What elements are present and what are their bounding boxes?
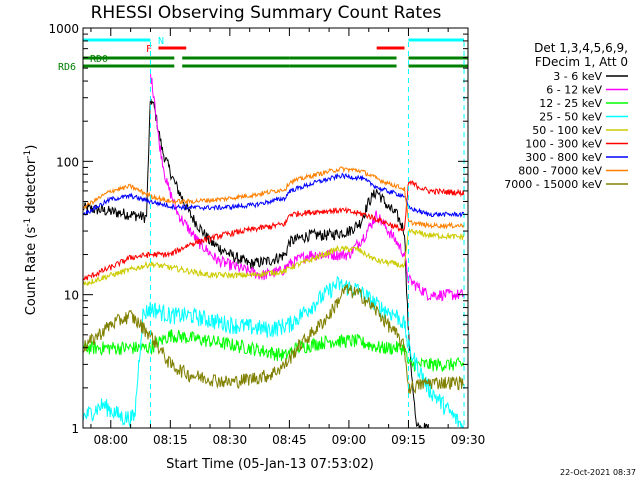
series-line-4 — [83, 228, 465, 287]
chart-title: RHESSI Observing Summary Count Rates — [91, 3, 442, 23]
y-label-part-1: Count Rate (s — [24, 227, 39, 316]
flag-label-n: N — [158, 36, 164, 47]
x-tick-label: 08:00 — [93, 433, 128, 447]
legend-label-1: 6 - 12 keV — [546, 84, 602, 97]
series-layer — [83, 73, 465, 428]
legend-label-5: 100 - 300 keV — [525, 138, 602, 151]
legend-header-line-1: Det 1,3,4,5,6,9, — [534, 41, 628, 55]
series-line-3 — [83, 276, 464, 428]
legend-label-3: 25 - 50 keV — [539, 111, 602, 124]
series-line-0 — [83, 98, 429, 428]
y-label-sup-1: -1 — [23, 218, 33, 227]
x-tick-label: 08:30 — [213, 433, 248, 447]
series-line-1 — [150, 73, 464, 302]
series-line-5 — [83, 179, 465, 281]
legend-label-0: 3 - 6 keV — [553, 70, 602, 83]
series-line-2 — [83, 329, 465, 372]
x-tick-label: 08:45 — [272, 433, 307, 447]
legend-label-4: 50 - 100 keV — [532, 124, 602, 137]
series-line-7 — [83, 166, 465, 230]
legend-label-2: 12 - 25 keV — [539, 97, 602, 110]
x-tick-label: 09:00 — [332, 433, 367, 447]
series-line-6 — [83, 172, 465, 218]
flag-label-rd6: RD6 — [58, 62, 76, 73]
x-tick-label: 09:30 — [451, 433, 486, 447]
x-axis-label: Start Time (05-Jan-13 07:53:02) — [166, 457, 374, 472]
vline-layer — [149, 42, 465, 428]
x-axis: 08:00 08:15 08:30 08:45 09:00 09:15 09:30 — [90, 28, 486, 447]
x-tick-label: 09:15 — [391, 433, 426, 447]
y-tick-label: 1000 — [48, 22, 79, 36]
legend-label-8: 7000 - 15000 keV — [504, 178, 602, 191]
y-axis: 1 10 100 1000 — [48, 22, 468, 436]
timestamp: 22-Oct-2021 08:37 — [560, 468, 636, 477]
legend-header-line-2: FDecim 1, Att 0 — [535, 55, 628, 69]
flag-label-f: F — [146, 44, 152, 55]
flags-layer: NF RD0 RD6 — [58, 36, 468, 73]
y-tick-label: 10 — [64, 289, 79, 303]
flag-label-rd0: RD0 — [90, 54, 108, 65]
legend-label-6: 300 - 800 keV — [525, 151, 602, 164]
y-label-part-2: detector — [24, 158, 39, 218]
y-label-part-3: ) — [24, 145, 39, 150]
y-axis-label: Count Rate (s-1 detector-1) — [23, 145, 39, 316]
series-line-8 — [83, 283, 465, 395]
y-tick-label: 1 — [71, 422, 79, 436]
x-tick-label: 08:15 — [153, 433, 188, 447]
legend: Det 1,3,4,5,6,9, FDecim 1, Att 0 3 - 6 k… — [504, 41, 628, 191]
y-label-sup-2: -1 — [23, 150, 33, 159]
y-tick-label: 100 — [56, 155, 79, 169]
legend-label-7: 800 - 7000 keV — [518, 165, 602, 178]
plot-frame — [82, 27, 469, 429]
